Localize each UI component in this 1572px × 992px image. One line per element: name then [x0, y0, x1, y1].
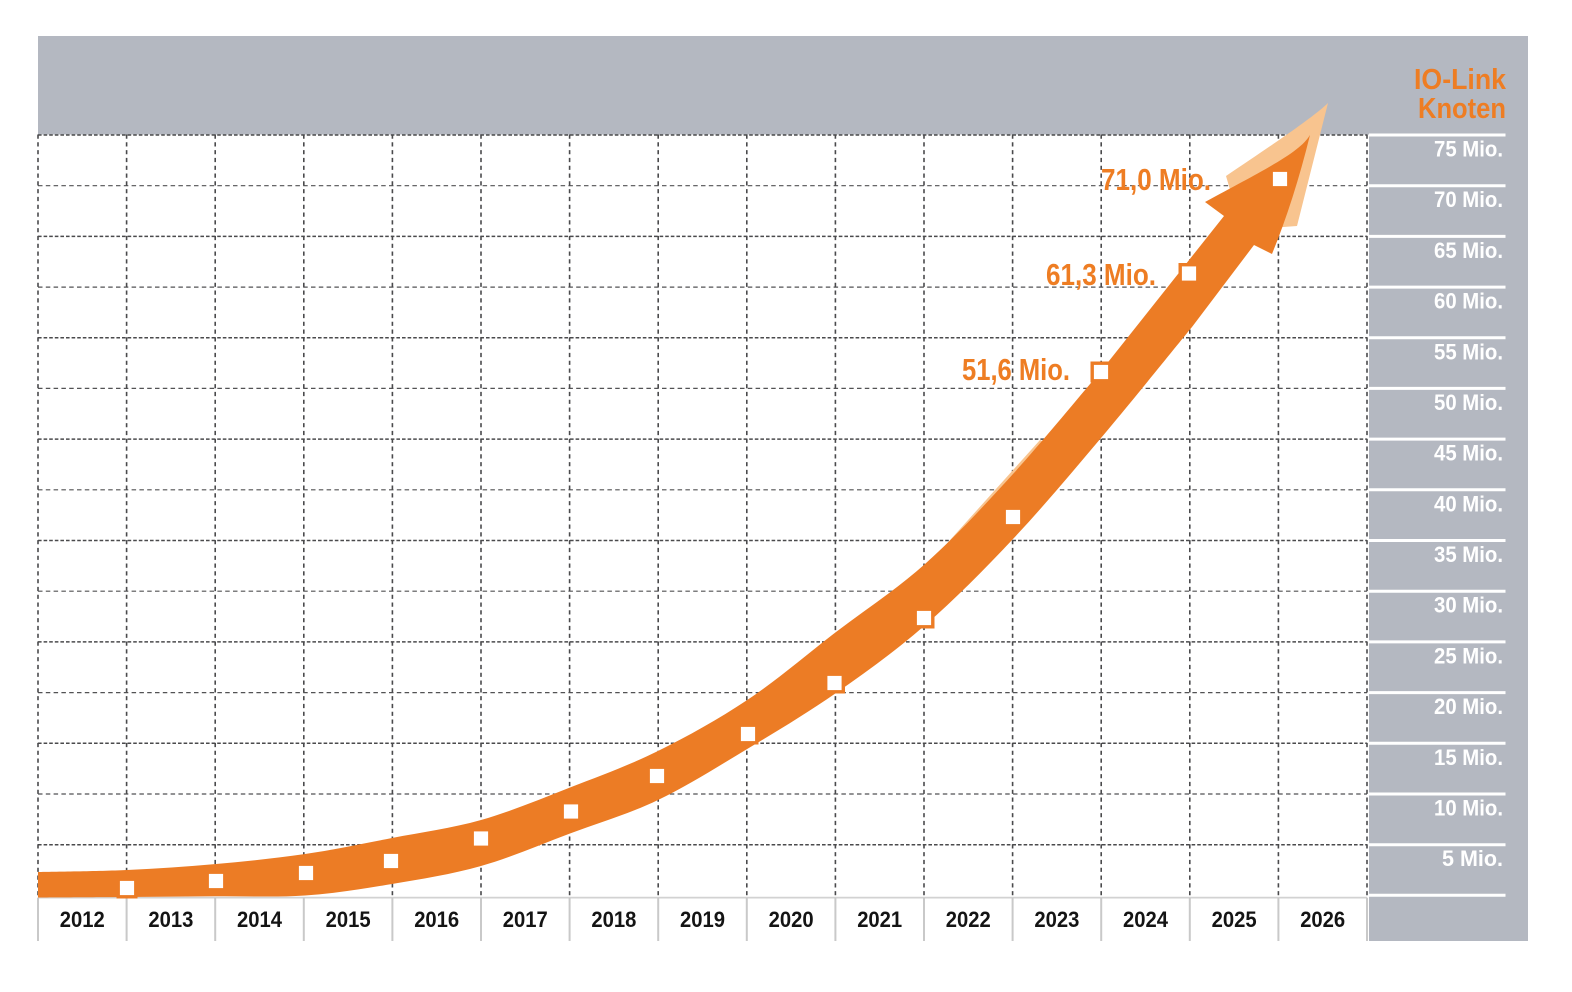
svg-text:30 Mio.: 30 Mio.: [1434, 593, 1503, 618]
svg-text:2014: 2014: [237, 907, 282, 932]
svg-text:2026: 2026: [1300, 907, 1345, 932]
svg-text:2018: 2018: [591, 907, 636, 932]
svg-text:25 Mio.: 25 Mio.: [1434, 643, 1503, 668]
svg-text:55 Mio.: 55 Mio.: [1434, 339, 1503, 364]
svg-text:10 Mio.: 10 Mio.: [1434, 796, 1503, 821]
svg-text:60 Mio.: 60 Mio.: [1434, 289, 1503, 314]
svg-text:2015: 2015: [326, 907, 371, 932]
svg-text:2023: 2023: [1034, 907, 1079, 932]
svg-text:50 Mio.: 50 Mio.: [1434, 390, 1503, 415]
svg-text:65 Mio.: 65 Mio.: [1434, 238, 1503, 263]
svg-text:2025: 2025: [1212, 907, 1257, 932]
svg-text:35 Mio.: 35 Mio.: [1434, 542, 1503, 567]
svg-text:IO-Link: IO-Link: [1414, 64, 1507, 96]
svg-text:2019: 2019: [680, 907, 725, 932]
svg-text:2020: 2020: [769, 907, 814, 932]
svg-text:2024: 2024: [1123, 907, 1168, 932]
svg-text:2012: 2012: [60, 907, 105, 932]
svg-text:51,6 Mio.: 51,6 Mio.: [962, 352, 1070, 387]
svg-text:15 Mio.: 15 Mio.: [1434, 745, 1503, 770]
svg-text:20 Mio.: 20 Mio.: [1434, 694, 1503, 719]
svg-text:40 Mio.: 40 Mio.: [1434, 491, 1503, 516]
svg-text:2022: 2022: [946, 907, 991, 932]
svg-text:61,3 Mio.: 61,3 Mio.: [1046, 257, 1156, 292]
svg-text:45 Mio.: 45 Mio.: [1434, 441, 1503, 466]
svg-text:70 Mio.: 70 Mio.: [1434, 187, 1503, 212]
svg-text:2013: 2013: [148, 907, 193, 932]
svg-text:Knoten: Knoten: [1418, 93, 1506, 125]
svg-text:2021: 2021: [857, 907, 902, 932]
svg-text:2017: 2017: [503, 907, 548, 932]
svg-text:75 Mio.: 75 Mio.: [1434, 137, 1503, 162]
svg-text:71,0 Mio.: 71,0 Mio.: [1101, 162, 1211, 197]
svg-text:2016: 2016: [414, 907, 459, 932]
svg-text:5 Mio.: 5 Mio.: [1442, 846, 1503, 871]
